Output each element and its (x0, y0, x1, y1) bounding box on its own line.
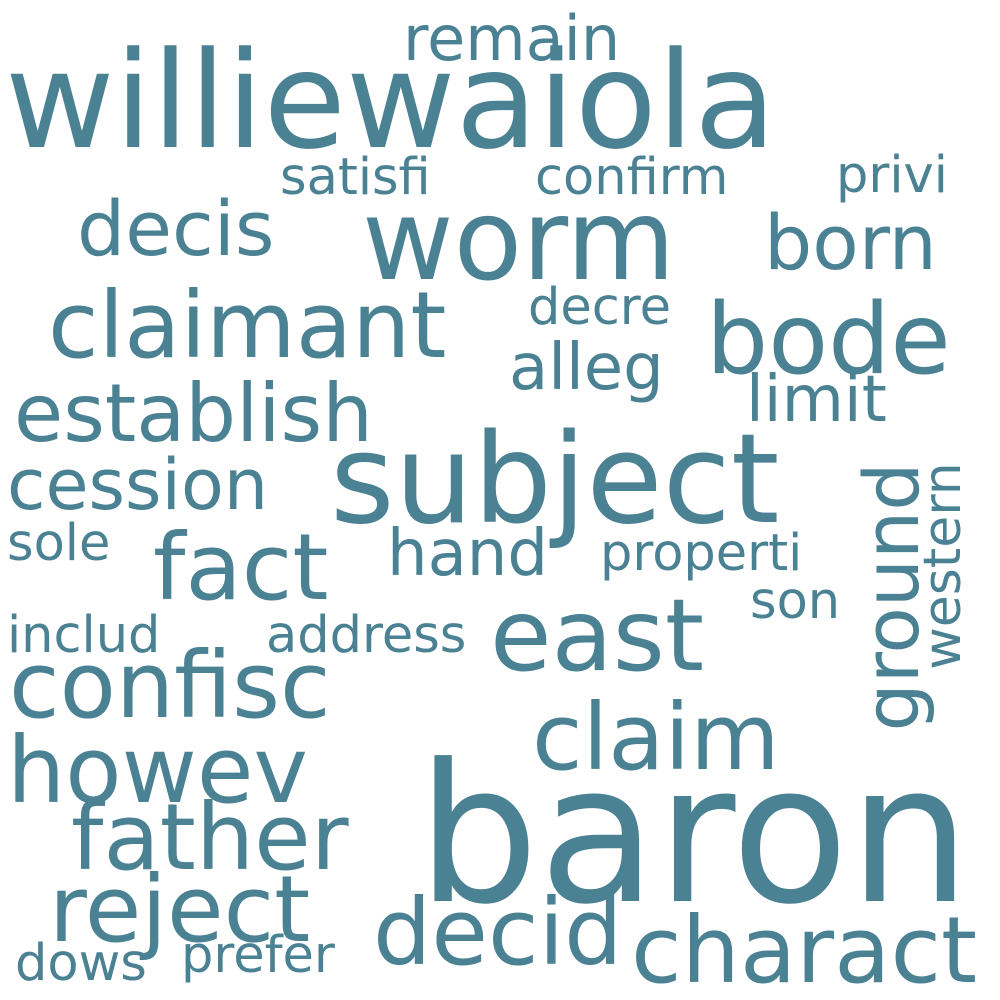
word-privi: privi (836, 146, 948, 205)
word-western: western (913, 462, 973, 670)
word-hand: hand (387, 517, 548, 591)
word-charact: charact (631, 897, 978, 1000)
word-east: east (490, 577, 705, 694)
word-prefer: prefer (181, 926, 335, 985)
word-decre: decre (528, 278, 672, 337)
word-confirm: confirm (535, 148, 729, 207)
word-baron: baron (417, 724, 971, 947)
word-decis: decis (77, 184, 275, 273)
word-dows: dows (15, 934, 147, 993)
word-address: address (266, 606, 467, 665)
word-satisfi: satisfi (280, 148, 431, 207)
word-born: born (764, 198, 937, 287)
word-limit: limit (746, 363, 887, 437)
word-properti: properti (600, 524, 803, 583)
word-son: son (750, 572, 841, 631)
word-williewaiola: williewaiola (5, 23, 777, 179)
word-reject: reject (49, 856, 311, 963)
word-includ: includ (7, 606, 161, 665)
word-decid: decid (373, 879, 623, 986)
word-father: father (71, 784, 349, 891)
word-howev: howev (7, 717, 308, 824)
word-claim: claim (532, 684, 780, 791)
word-fact: fact (153, 514, 329, 621)
word-cession: cession (7, 444, 269, 526)
word-confisc: confisc (9, 632, 331, 739)
word-sole: sole (7, 514, 111, 573)
word-alleg: alleg (509, 331, 664, 405)
word-remain: remain (403, 2, 621, 75)
word-subject: subject (330, 408, 780, 552)
word-claimant: claimant (48, 272, 447, 379)
word-bode: bode (706, 283, 951, 397)
word-worm: worm (362, 176, 676, 306)
word-establish: establish (14, 367, 373, 460)
